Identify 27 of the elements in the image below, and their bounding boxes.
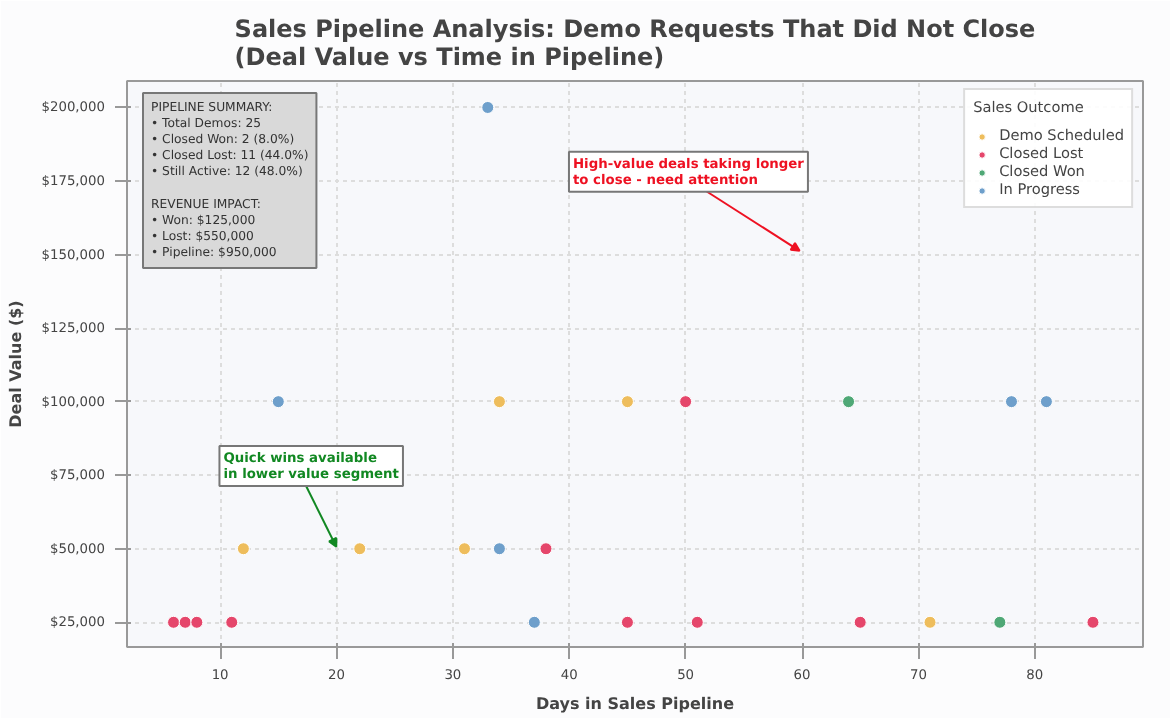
point [539,542,553,556]
point [842,395,856,409]
point [190,615,204,629]
point [993,615,1007,629]
point [492,542,506,556]
point [458,542,471,556]
point [1004,395,1018,409]
point [620,615,634,629]
point [690,615,704,629]
point [492,395,506,409]
point [225,615,239,629]
point [1039,395,1053,409]
point [679,395,693,409]
point [353,542,367,556]
point [236,542,250,556]
point [923,615,937,629]
y-axis-title: Deal Value ($) [7,300,26,428]
point [853,615,867,629]
point [527,615,541,629]
point [167,615,181,629]
x-axis-title: Days in Sales Pipeline [535,695,736,713]
chart-title: Sales Pipeline Analysis: Demo Requests That Did Not Close (Deal Value vs Time in Pipeline) [234,15,1036,71]
point [1086,615,1100,629]
point [620,395,634,409]
point [178,615,192,629]
point [481,100,495,114]
point [271,395,285,409]
